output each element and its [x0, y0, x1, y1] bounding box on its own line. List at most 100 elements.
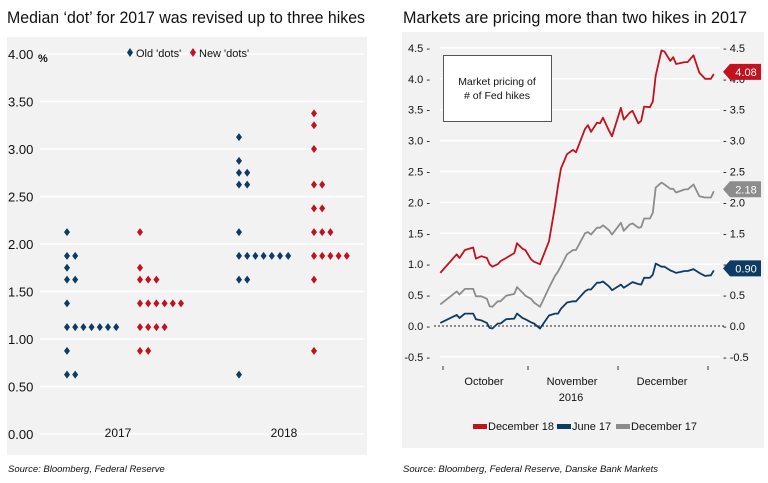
- line-dec17: [439, 181, 715, 308]
- old-dot-2017: [64, 370, 70, 379]
- line-jun17: [439, 262, 715, 330]
- legend-swatch-dec17: [616, 424, 630, 429]
- new-dot-2017: [153, 275, 160, 284]
- left-y-tick-label: 3.50: [8, 95, 33, 110]
- annotation-line-2: # of Fed hikes: [464, 90, 530, 102]
- old-dot-2017: [72, 251, 79, 260]
- new-dot-2018: [311, 145, 317, 153]
- old-dot-2017: [113, 323, 120, 332]
- new-dot-2018: [311, 180, 317, 189]
- annotation-line-1: Market pricing of: [458, 76, 536, 88]
- old-dot-2017: [64, 251, 70, 260]
- new-dot-2018: [343, 251, 350, 260]
- new-dot-2018: [319, 204, 326, 213]
- old-dot-2018: [285, 251, 292, 260]
- new-dot-2017: [137, 228, 143, 237]
- left-y-tick-label: 0.50: [8, 380, 33, 395]
- right-y-tick-label-left: 3.0 -: [408, 136, 430, 148]
- legend-marker-old-dots: [127, 48, 133, 57]
- old-dot-2018: [244, 168, 251, 177]
- left-chart-panel: [7, 37, 367, 455]
- old-dot-2018: [236, 251, 242, 260]
- old-dot-2017: [96, 323, 103, 332]
- new-dot-2017: [145, 299, 152, 308]
- right-y-tick-label-left: 4.5 -: [408, 43, 430, 55]
- new-dot-2017: [137, 263, 143, 272]
- new-dot-2017: [169, 299, 176, 308]
- right-y-tick-label-right: - 0.5: [723, 290, 745, 302]
- old-dot-2018: [236, 275, 242, 284]
- old-dot-2017: [80, 323, 87, 332]
- new-dot-2018: [311, 346, 317, 355]
- left-source: Source: Bloomberg, Federal Reserve: [8, 464, 165, 475]
- old-dot-2018: [252, 251, 259, 260]
- left-y-tick-label: 4.00: [8, 47, 33, 62]
- new-dot-2017: [145, 275, 152, 284]
- line-dec18: [439, 49, 715, 274]
- legend-label-dec17: December 17: [631, 421, 697, 433]
- old-dot-2017: [72, 275, 79, 284]
- left-y-tick-label: 1.00: [8, 332, 33, 347]
- left-y-tick-label: 2.00: [8, 237, 33, 252]
- left-chart-title: Median ‘dot’ for 2017 was revised up to …: [7, 8, 365, 27]
- x-axis-year: 2016: [559, 392, 583, 404]
- old-dot-2018: [244, 180, 251, 189]
- end-label-value: 2.18: [735, 184, 756, 196]
- new-dot-2017: [145, 346, 152, 355]
- old-dot-2018: [260, 251, 267, 260]
- right-y-tick-label-left: 1.0 -: [408, 259, 430, 271]
- right-chart-title: Markets are pricing more than two hikes …: [403, 8, 747, 27]
- left-y-tick-label: 0.00: [8, 427, 33, 442]
- old-dot-2017: [64, 299, 70, 308]
- legend-swatch-jun17: [557, 424, 571, 429]
- old-dot-2018: [236, 156, 242, 165]
- legend-swatch-dec18: [473, 424, 487, 429]
- left-legend: Old 'dots' New 'dots': [127, 48, 249, 60]
- right-y-tick-label-left: -0.5 -: [404, 352, 430, 364]
- right-y-tick-label-left: 0.5 -: [408, 290, 430, 302]
- new-dot-2017: [145, 323, 152, 332]
- new-dot-2018: [311, 204, 317, 213]
- legend-label-jun17: June 17: [572, 421, 611, 433]
- right-y-tick-label-right: - 3.0: [723, 136, 745, 148]
- old-dot-2017: [88, 323, 95, 332]
- right-y-tick-label-left: 3.5 -: [408, 105, 430, 117]
- new-dot-2018: [319, 228, 326, 237]
- right-y-tick-label-right: - 2.5: [723, 167, 745, 179]
- end-label-tag: [723, 63, 761, 80]
- new-dot-2018: [311, 275, 317, 284]
- end-label-dec17: 2.18: [723, 181, 761, 198]
- old-dot-2018: [236, 168, 242, 177]
- new-dot-2017: [153, 323, 160, 332]
- old-dot-2017: [64, 323, 70, 332]
- end-label-value: 0.90: [735, 263, 756, 275]
- right-y-tick-label-right: - 3.5: [723, 105, 745, 117]
- end-label-jun17: 0.90: [723, 260, 761, 277]
- right-y-tick-label-right: - 2.0: [723, 197, 745, 209]
- x-label-2018: 2018: [271, 426, 298, 440]
- new-dot-2018: [311, 121, 317, 130]
- right-y-tick-label-right: - 4.5: [723, 43, 745, 55]
- old-dot-2017: [64, 228, 70, 237]
- new-dot-2017: [161, 299, 168, 308]
- old-dot-2018: [244, 275, 251, 284]
- new-dot-2018: [319, 251, 326, 260]
- end-label-tag: [723, 181, 761, 198]
- legend-label-dec18: December 18: [488, 421, 554, 433]
- x-label-2017: 2017: [105, 426, 132, 440]
- old-dot-2017: [64, 263, 70, 272]
- new-dot-2018: [311, 228, 317, 237]
- left-y-unit: %: [38, 53, 48, 65]
- old-dot-2017: [72, 370, 79, 379]
- new-dot-2017: [178, 299, 184, 308]
- right-legend: December 18 June 17 December 17: [473, 421, 697, 433]
- right-y-tick-label-left: 0.0 -: [408, 321, 430, 333]
- old-dot-2018: [236, 180, 242, 189]
- old-dot-2018: [236, 370, 242, 379]
- new-dot-2018: [319, 180, 326, 189]
- right-y-tick-label-left: 1.5 -: [408, 228, 430, 240]
- x-tick-december: December: [637, 376, 688, 388]
- new-dot-2018: [327, 228, 334, 237]
- x-tick-october: October: [464, 376, 503, 388]
